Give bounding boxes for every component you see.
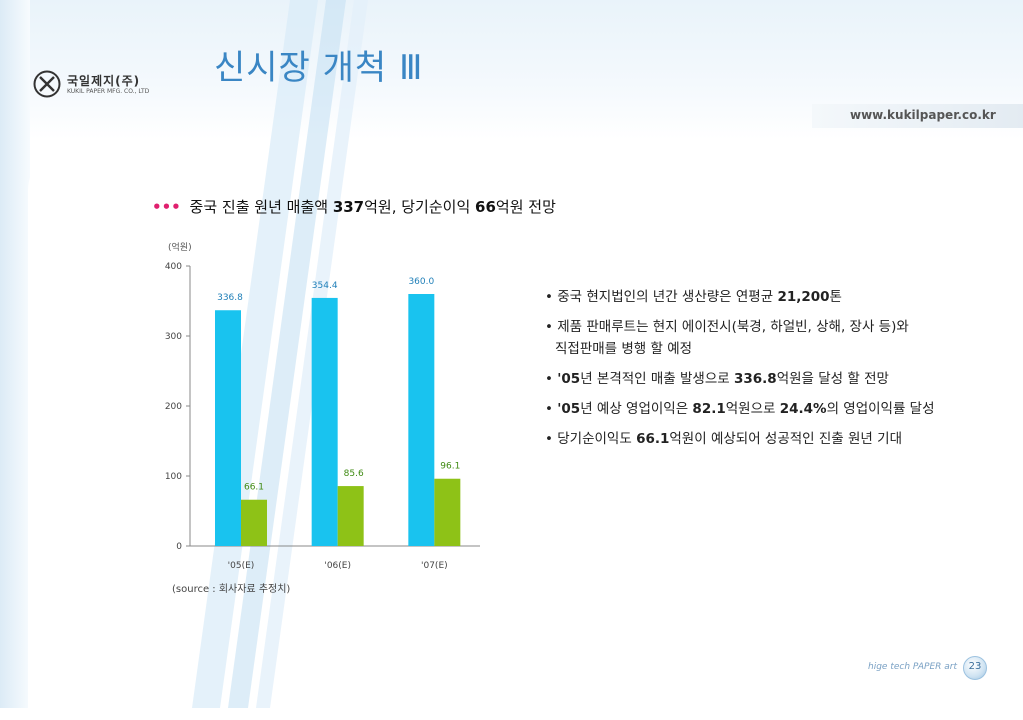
x-tick-label: '06(E)	[324, 561, 351, 571]
data-label: 360.0	[408, 277, 434, 287]
bullet-value: 21,200	[777, 289, 830, 305]
page-number: 23	[968, 661, 982, 672]
company-logo[interactable]: 국일제지(주) KUKIL PAPER MFG. CO., LTD	[33, 68, 183, 102]
bullet-text: 억원으로	[725, 401, 780, 417]
data-label: 96.1	[440, 462, 460, 472]
section-heading: ••• 중국 진출 원년 매출액 337억원, 당기순이익 66억원 전망	[152, 196, 672, 218]
bar	[241, 499, 267, 546]
bullet-text: • 중국 현지법인의 년간 생산량은 연평균	[545, 289, 778, 305]
data-label: 354.4	[312, 281, 338, 291]
bar	[311, 297, 338, 546]
bullet-item: • 중국 현지법인의 년간 생산량은 연평균 21,200톤	[545, 286, 1000, 308]
data-label: 66.1	[244, 483, 264, 493]
bullet-text: 년 예상 영업이익은	[580, 401, 693, 417]
bullet-text: 톤	[829, 289, 842, 305]
bullet-value: 336.8	[733, 371, 777, 387]
data-label: 85.6	[344, 469, 364, 479]
heading-sales-value: 337	[332, 198, 365, 216]
bar	[337, 486, 364, 546]
bullet-list: • 중국 현지법인의 년간 생산량은 연평균 21,200톤 • 제품 판매루트는…	[545, 286, 1000, 458]
y-tick-label: 200	[165, 402, 182, 412]
bullet-text: 직접판매를 병행 할 예정	[555, 341, 693, 357]
bullet-text: 억원이 예상되어 성공적인 진출 원년 기대	[669, 431, 902, 447]
bullet-text: • 당기순이익도	[545, 431, 637, 447]
page-number-badge: 23	[963, 656, 987, 680]
bullet-item: 직접판매를 병행 할 예정	[545, 338, 1000, 360]
left-background	[0, 0, 30, 708]
bar-chart: (억원) 0 100 200 300 400 336.8 66.1 '05(E) 354.4 85.…	[165, 241, 480, 571]
logo-subtitle: KUKIL PAPER MFG. CO., LTD	[67, 88, 150, 95]
bar	[215, 310, 241, 546]
x-tick-label: '05(E)	[228, 561, 255, 571]
bullet-text: •	[545, 371, 558, 387]
heading-text-3: 억원 전망	[495, 198, 556, 216]
logo-name: 국일제지(주)	[67, 74, 141, 88]
bullet-value: '05	[557, 371, 581, 387]
bar	[408, 294, 435, 546]
heading-text-1: 중국 진출 원년 매출액	[184, 198, 333, 216]
bullet-value: 82.1	[692, 401, 726, 417]
bullet-text: 년 본격적인 매출 발생으로	[580, 371, 734, 387]
website-url[interactable]: www.kukilpaper.co.kr	[850, 108, 996, 122]
bar	[434, 478, 461, 546]
y-tick-label: 0	[176, 542, 182, 552]
bullet-value: 24.4%	[779, 401, 827, 417]
bullet-item: • 제품 판매루트는 현지 에이전시(북경, 하얼빈, 상해, 장사 등)와	[545, 316, 1000, 338]
bullet-text: 억원을 달성 할 전망	[776, 371, 889, 387]
bullet-item: • '05년 본격적인 매출 발생으로 336.8억원을 달성 할 전망	[545, 368, 1000, 390]
chart-source: (source : 회사자료 추정치)	[172, 584, 291, 595]
x-tick-label: '07(E)	[421, 561, 448, 571]
x-circle-logo-icon	[33, 70, 61, 98]
bullet-item: • 당기순이익도 66.1억원이 예상되어 성공적인 진출 원년 기대	[545, 428, 1000, 450]
accent-dots: •••	[152, 198, 181, 216]
data-label: 336.8	[217, 293, 243, 303]
bullet-value: 66.1	[636, 431, 670, 447]
bullet-item: • '05년 예상 영업이익은 82.1억원으로 24.4%의 영업이익률 달성	[545, 398, 1000, 420]
y-tick-label: 300	[165, 332, 182, 342]
heading-profit-value: 66	[475, 198, 496, 216]
y-tick-label: 400	[165, 262, 182, 272]
url-bar	[812, 104, 1023, 128]
heading-text-2: 억원, 당기순이익	[364, 198, 476, 216]
bullet-text: 의 영업이익률 달성	[826, 401, 935, 417]
bullet-value: '05	[557, 401, 581, 417]
y-tick-label: 100	[165, 472, 182, 482]
y-axis-unit: (억원)	[168, 241, 192, 253]
page-title: 신시장 개척 Ⅲ	[214, 48, 424, 88]
footer-slogan: hige tech PAPER art	[868, 662, 958, 672]
bullet-text: •	[545, 401, 558, 417]
bullet-text: • 제품 판매루트는 현지 에이전시(북경, 하얼빈, 상해, 장사 등)와	[545, 319, 909, 335]
